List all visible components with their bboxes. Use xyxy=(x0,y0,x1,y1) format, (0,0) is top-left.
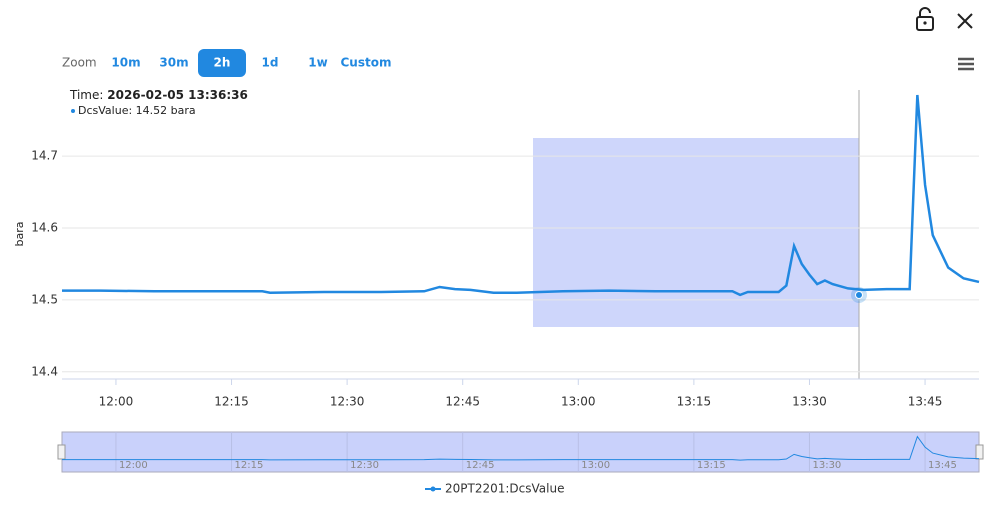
navigator-handle[interactable] xyxy=(57,444,66,460)
lock-icon[interactable] xyxy=(916,7,934,31)
selection-band xyxy=(533,138,859,327)
zoom-button[interactable]: 10m xyxy=(111,56,140,70)
navigator-series xyxy=(62,435,980,461)
tooltip-time: Time: 2026-02-05 13:36:36 xyxy=(69,88,248,102)
tooltip-time-value: 2026-02-05 13:36:36 xyxy=(107,88,248,102)
zoom-button[interactable]: 1d xyxy=(262,56,279,70)
legend-dot xyxy=(430,486,436,492)
zoom-button[interactable]: 30m xyxy=(159,56,188,70)
x-tick-label: 12:45 xyxy=(445,395,480,409)
y-tick-label: 14.6 xyxy=(31,221,58,235)
hover-point xyxy=(855,291,863,299)
navigator-handle[interactable] xyxy=(975,444,984,460)
x-tick-label: 13:30 xyxy=(792,395,827,409)
zoom-button[interactable]: 2h xyxy=(214,56,231,70)
zoom-label: Zoom xyxy=(62,56,97,70)
x-tick-label: 12:15 xyxy=(214,395,249,409)
close-icon[interactable] xyxy=(957,13,973,29)
legend-label[interactable]: 20PT2201:DcsValue xyxy=(445,482,564,496)
navigator-tick-label: 13:30 xyxy=(812,460,841,471)
navigator-tick-label: 12:45 xyxy=(466,460,495,471)
navigator-tick-label: 12:15 xyxy=(235,460,264,471)
y-axis-label: bara xyxy=(13,222,26,247)
navigator-tick-label: 13:45 xyxy=(928,460,957,471)
y-tick-label: 14.4 xyxy=(31,364,58,378)
tooltip-value: DcsValue: 14.52 bara xyxy=(78,104,196,117)
zoom-button[interactable]: Custom xyxy=(341,56,392,70)
navigator-tick-label: 12:30 xyxy=(350,460,379,471)
x-tick-label: 13:45 xyxy=(908,395,943,409)
zoom-button[interactable]: 1w xyxy=(308,56,327,70)
x-tick-label: 12:30 xyxy=(330,395,365,409)
x-tick-label: 13:00 xyxy=(561,395,596,409)
y-tick-label: 14.7 xyxy=(31,149,58,163)
menu-icon[interactable] xyxy=(958,57,974,71)
navigator-tick-label: 13:15 xyxy=(697,460,726,471)
navigator-tick-label: 12:00 xyxy=(119,460,148,471)
y-tick-label: 14.5 xyxy=(31,292,58,306)
tooltip-dot xyxy=(71,109,75,113)
navigator[interactable] xyxy=(61,431,980,473)
line-series xyxy=(62,94,980,297)
navigator-tick-label: 13:00 xyxy=(581,460,610,471)
x-tick-label: 12:00 xyxy=(99,395,134,409)
zoom-button-bg xyxy=(198,49,246,77)
x-tick-label: 13:15 xyxy=(677,395,712,409)
tooltip-time-label: Time: xyxy=(69,88,103,102)
